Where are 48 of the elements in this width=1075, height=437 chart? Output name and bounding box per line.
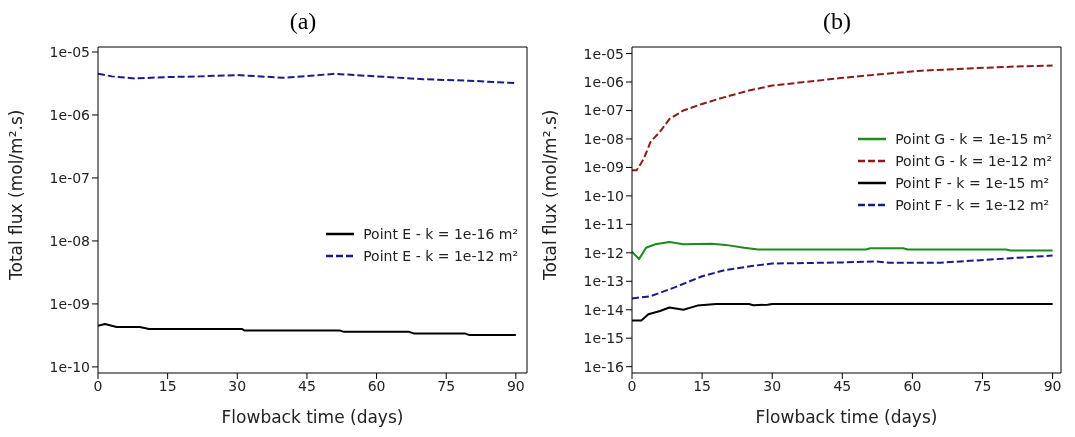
y-tick-label: 1e-15 bbox=[583, 330, 624, 347]
legend-label: Point G - k = 1e-12 m² bbox=[895, 152, 1052, 171]
y-tick-label: 1e-10 bbox=[583, 187, 624, 204]
x-axis-title: Flowback time (days) bbox=[755, 407, 938, 427]
line-series bbox=[632, 64, 1054, 172]
y-axis-title: Total flux (mol/m².s) bbox=[540, 109, 561, 281]
x-tick-label: 30 bbox=[763, 377, 782, 394]
y-tick-label: 1e-13 bbox=[583, 273, 624, 290]
y-tick-label: 1e-10 bbox=[49, 358, 90, 375]
x-tick-label: 60 bbox=[903, 377, 922, 394]
x-tick-label: 60 bbox=[367, 377, 386, 394]
x-tick-label: 15 bbox=[158, 377, 177, 394]
y-tick-label: 1e-07 bbox=[583, 102, 624, 119]
y-tick-label: 1e-08 bbox=[583, 130, 624, 147]
y-tick-label: 1e-16 bbox=[583, 358, 625, 375]
line-series bbox=[632, 241, 1054, 261]
line-series bbox=[98, 72, 517, 85]
y-tick-label: 1e-12 bbox=[583, 244, 624, 261]
x-tick-label: 75 bbox=[973, 377, 992, 394]
x-tick-label: 30 bbox=[228, 377, 247, 394]
legend-label: Point E - k = 1e-16 m² bbox=[363, 225, 518, 244]
y-tick-label: 1e-07 bbox=[49, 169, 90, 186]
y-tick-label: 1e-06 bbox=[583, 74, 625, 90]
y-tick-label: 1e-09 bbox=[49, 295, 90, 312]
x-tick-label: 45 bbox=[298, 377, 316, 394]
legend-label: Point G - k = 1e-15 m² bbox=[895, 130, 1052, 149]
chart-title: (b) bbox=[822, 8, 852, 36]
legend-label: Point F - k = 1e-15 m² bbox=[895, 174, 1050, 193]
y-tick-label: 1e-09 bbox=[583, 159, 624, 176]
y-tick-label: 1e-11 bbox=[583, 216, 624, 233]
chart-title: (a) bbox=[288, 8, 318, 36]
y-tick-label: 1e-05 bbox=[49, 43, 90, 60]
x-tick-label: 90 bbox=[1043, 377, 1062, 394]
y-tick-label: 1e-08 bbox=[49, 232, 90, 249]
y-tick-label: 1e-05 bbox=[583, 45, 624, 62]
x-tick-label: 45 bbox=[833, 377, 852, 394]
y-tick-label: 1e-06 bbox=[49, 106, 91, 123]
y-axis-title: Total flux (mol/m².s) bbox=[6, 109, 27, 281]
legend-label: Point F - k = 1e-12 m² bbox=[895, 196, 1050, 215]
x-tick-label: 0 bbox=[93, 377, 103, 394]
legend-label: Point E - k = 1e-12 m² bbox=[363, 247, 518, 266]
y-tick-label: 1e-14 bbox=[583, 301, 625, 318]
x-tick-label: 15 bbox=[693, 377, 712, 394]
x-tick-label: 0 bbox=[627, 377, 637, 394]
line-series bbox=[632, 254, 1054, 300]
x-axis-title: Flowback time (days) bbox=[221, 407, 404, 427]
x-tick-label: 90 bbox=[506, 377, 525, 394]
x-tick-label: 75 bbox=[437, 377, 456, 394]
